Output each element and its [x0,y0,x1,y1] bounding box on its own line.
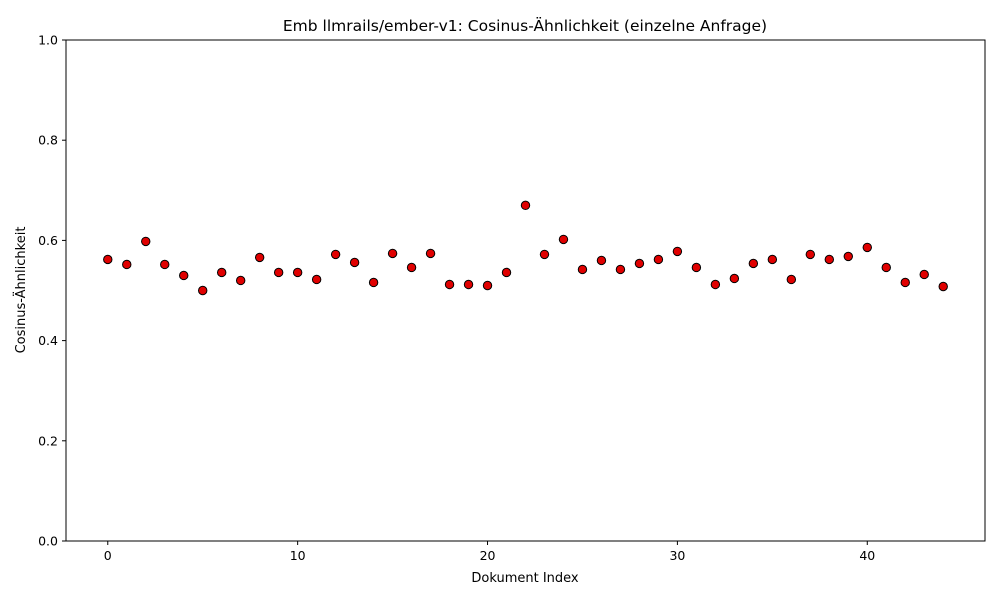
data-point [539,249,550,260]
y-tick-label: 0.4 [38,333,58,348]
data-point [141,236,151,247]
y-tick-label: 0.8 [38,133,58,148]
x-axis: 0 10 20 30 40 [104,541,875,563]
data-point [387,248,398,259]
data-point [235,275,246,286]
data-point [463,279,474,290]
data-point [349,257,360,268]
data-point [520,200,531,211]
data-point [216,267,227,278]
plot-frame [65,39,986,542]
data-point [881,262,891,273]
y-tick-label: 0.6 [38,233,58,248]
data-point [311,274,322,285]
data-point [179,270,189,281]
data-point [862,242,872,253]
data-point [103,254,113,265]
x-tick-label: 30 [669,548,685,563]
data-point [919,269,929,280]
data-point [444,279,455,290]
data-point [672,246,683,257]
data-point [729,273,740,284]
data-point [482,280,493,291]
data-point [824,254,835,265]
data-point [577,264,588,275]
data-point [160,259,170,270]
data-point [615,264,626,275]
chart-title: Emb llmrails/ember-v1: Cosinus-Ähnlichke… [283,16,767,35]
y-tick-label: 0.2 [38,433,58,448]
y-tick-label: 1.0 [38,33,58,48]
data-point [691,262,702,273]
data-point [292,267,303,278]
y-axis: 0.0 0.2 0.4 0.6 0.8 1.0 [38,33,66,549]
x-tick-label: 40 [859,548,875,563]
data-point [558,234,569,245]
y-axis-label: Cosinus-Ähnlichkeit [13,227,29,354]
data-point [767,254,778,265]
data-point [653,254,664,265]
data-point [368,277,379,288]
data-point [900,277,910,288]
data-point [273,267,284,278]
data-point [786,274,797,285]
x-tick-label: 0 [104,548,112,563]
x-tick-label: 10 [290,548,306,563]
data-point [501,267,512,278]
data-point [634,258,645,269]
y-tick-label: 0.0 [38,534,58,549]
data-point [710,279,721,290]
x-axis-label: Dokument Index [471,571,579,586]
data-point [330,249,341,260]
data-point [748,258,759,269]
plot-area [103,200,948,296]
data-point [254,252,265,263]
data-point [425,248,436,259]
data-point [805,249,816,260]
data-point [938,281,948,292]
data-point [406,262,417,273]
data-point [122,259,132,270]
data-point [843,251,853,262]
data-point [596,255,607,266]
data-point [198,285,208,296]
x-tick-label: 20 [480,548,496,563]
